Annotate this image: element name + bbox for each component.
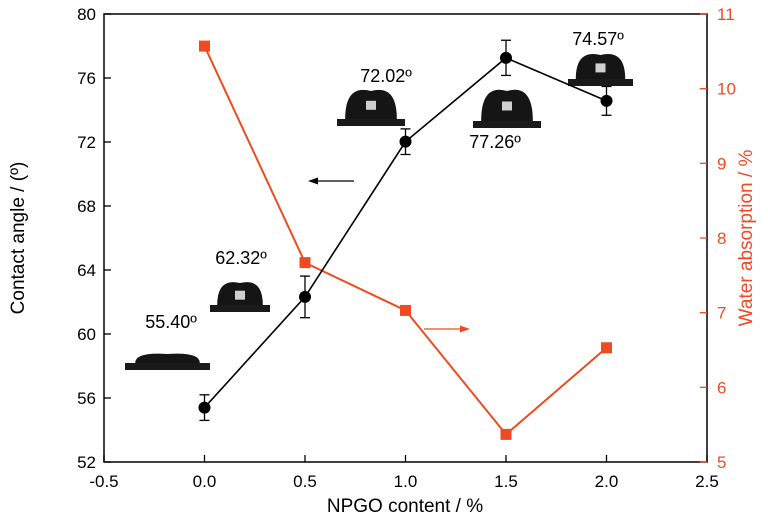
x-tick-label: 0.5 [293,472,317,491]
right-y-tick-label: 9 [717,154,726,173]
right-axis-arrowhead [460,325,470,333]
droplet-substrate [125,363,210,370]
droplet-substrate [337,119,405,126]
droplet-highlight [502,101,512,111]
contact-angle-point [600,94,613,107]
left-y-tick-label: 56 [77,389,96,408]
right-y-tick-label: 6 [717,378,726,397]
contact-angle-point [500,51,512,64]
left-y-tick-label: 60 [77,325,96,344]
water-absorption-point [400,304,411,316]
droplet-substrate [568,79,633,86]
contact-angle-line [203,56,607,409]
x-tick-label: 1.5 [494,472,518,491]
water-absorption-series [199,40,612,440]
droplet-highlight [595,63,606,73]
water-absorption-point [199,40,210,52]
left-y-tick-label: 52 [77,453,96,472]
right-y-tick-label: 5 [717,453,726,472]
left-y-tick-label: 64 [77,261,96,280]
angle-label: 74.57º [572,29,624,49]
left-y-axis-label: Contact angle / (º) [8,162,29,315]
droplet-images [125,52,633,370]
droplet-highlight [235,290,245,300]
right-y-tick-label: 11 [717,5,735,24]
left-y-tick-label: 80 [77,5,96,24]
water-absorption-line [203,45,608,436]
right-y-tick-label: 7 [717,304,726,323]
direction-arrows [308,177,470,333]
left-y-tick-label: 72 [77,133,96,152]
angle-annotations: 55.40º 62.32º 72.02º 77.26º 74.57º [145,29,624,332]
water-absorption-point [500,428,512,440]
axis-ticks: -0.5 0.0 0.5 1.0 1.5 2.0 2.5525660646872768056… [77,5,736,491]
contact-angle-point [198,401,211,414]
water-absorption-point [601,342,612,354]
contact-angle-point [299,290,311,303]
angle-label: 55.40º [145,312,197,332]
x-tick-label: 0.0 [193,472,217,491]
x-tick-label: 2.0 [595,472,619,491]
droplet-shape [135,353,200,363]
right-y-tick-label: 10 [717,80,736,99]
right-y-tick-label: 8 [717,229,726,248]
angle-label: 72.02º [360,66,412,86]
contact-angle-series [198,39,613,422]
droplet-substrate [473,121,541,128]
x-tick-label: 1.0 [394,472,418,491]
x-tick-label: 2.5 [695,472,719,491]
droplet-highlight [366,100,376,110]
x-axis-label: NPGO content / % [327,496,483,517]
x-tick-label: -0.5 [89,472,118,491]
angle-label: 62.32º [215,248,267,268]
left-axis-arrowhead [308,177,318,185]
droplet-substrate [210,305,270,312]
angle-label: 77.26º [469,132,521,152]
contact-angle-point [399,135,412,148]
right-y-axis-label: Water absorption / % [736,150,757,327]
left-y-tick-label: 76 [77,69,96,88]
left-y-tick-label: 68 [77,197,96,216]
water-absorption-point [299,257,311,269]
